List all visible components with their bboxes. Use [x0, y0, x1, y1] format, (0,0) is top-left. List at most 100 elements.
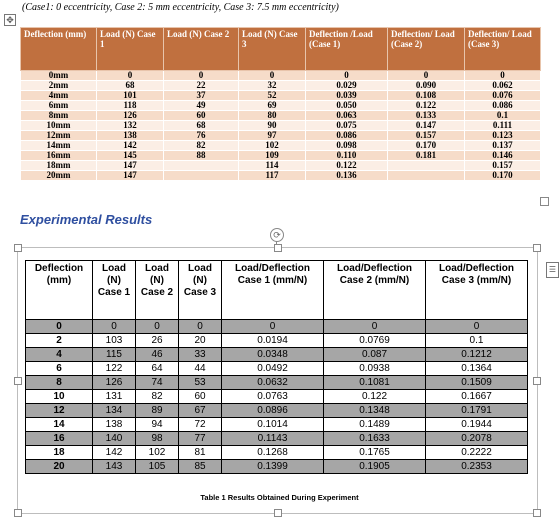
- table-row: 20 143 105 85 0.1399 0.1905 0.2353: [25, 459, 528, 474]
- table-cell: 0.136: [305, 170, 388, 181]
- table-row: 0mm 0 0 0 0 0 0: [20, 70, 541, 81]
- table-cell: 0: [96, 70, 164, 81]
- table-cell: 0.122: [305, 160, 388, 171]
- table-cell: [163, 170, 239, 181]
- table-row: 14 138 94 72 0.1014 0.1489 0.1944: [25, 417, 528, 432]
- table-cell: 103: [92, 333, 136, 348]
- table-row: 8mm 126 60 80 0.063 0.133 0.1: [20, 110, 541, 121]
- table-1-resize-handle[interactable]: [540, 197, 549, 206]
- table-cell: 0.0194: [221, 333, 324, 348]
- resize-handle-top-center[interactable]: [274, 244, 282, 252]
- column-header: Load/Deflection Case 2 (mm/N): [323, 260, 426, 320]
- table-cell: 12: [25, 403, 93, 418]
- results-table-1-container: Deflection (mm) Load (N) Case 1 Load (N) C…: [20, 27, 541, 181]
- table-row: 18mm 147 114 0.122 0.157: [20, 160, 541, 171]
- resize-handle-top-right[interactable]: [533, 244, 541, 252]
- table-cell: 0.1633: [323, 431, 426, 446]
- top-caption: (Case1: 0 eccentricity, Case 2: 5 mm ecc…: [22, 2, 339, 13]
- table-row: 16mm 145 88 109 0.110 0.181 0.146: [20, 150, 541, 161]
- table-caption: Table 1 Results Obtained During Experime…: [200, 493, 359, 502]
- table-cell: 102: [135, 445, 179, 460]
- table-row: 12mm 138 76 97 0.086 0.157 0.123: [20, 130, 541, 141]
- table-cell: 0.1905: [323, 459, 426, 474]
- table-cell: 0.0348: [221, 347, 324, 362]
- table-cell: 0.1364: [425, 361, 528, 376]
- table-cell: 0.122: [323, 389, 426, 404]
- table-cell: 115: [92, 347, 136, 362]
- table-cell: 0.147: [387, 120, 465, 131]
- table-cell: 0.108: [387, 90, 465, 101]
- results-table-1: Deflection (mm) Load (N) Case 1 Load (N) C…: [20, 27, 541, 181]
- column-header: Deflection/ Load (Case 2): [387, 27, 465, 71]
- table-cell: 0.1765: [323, 445, 426, 460]
- table-cell: 52: [238, 90, 306, 101]
- table-cell: 0: [221, 319, 324, 334]
- move-handle-icon[interactable]: ✥: [4, 14, 16, 26]
- resize-handle-top-left[interactable]: [14, 244, 22, 252]
- table-cell: 140: [92, 431, 136, 446]
- table-cell: 0.2353: [425, 459, 528, 474]
- table-cell: 0.137: [464, 140, 541, 151]
- table-cell: 0.0763: [221, 389, 324, 404]
- table-cell: 0.181: [387, 150, 465, 161]
- table-cell: [387, 170, 465, 181]
- column-header: Load (N) Case 2: [163, 27, 239, 71]
- table-cell: 94: [135, 417, 179, 432]
- table-row: 18 142 102 81 0.1268 0.1765 0.2222: [25, 445, 528, 460]
- table-cell: 0: [178, 319, 222, 334]
- table-cell: 10: [25, 389, 93, 404]
- column-header: Load (N) Case 3: [178, 260, 222, 320]
- table-cell: 68: [96, 80, 164, 91]
- table-cell: 67: [178, 403, 222, 418]
- table-cell: 0.086: [464, 100, 541, 111]
- column-header: Deflection/ Load (Case 3): [464, 27, 541, 71]
- table-cell: 0.0938: [323, 361, 426, 376]
- table-cell: 0.1348: [323, 403, 426, 418]
- resize-handle-bottom-center[interactable]: [274, 509, 282, 517]
- table-cell: 0.1: [464, 110, 541, 121]
- table-cell: 64: [135, 361, 179, 376]
- table-cell: 0.087: [323, 347, 426, 362]
- table-cell: 16: [25, 431, 93, 446]
- table-row: 20mm 147 117 0.136 0.170: [20, 170, 541, 181]
- table-cell: 126: [96, 110, 164, 121]
- column-header: Load (N) Case 3: [238, 27, 306, 71]
- table-cell: 82: [135, 389, 179, 404]
- resize-handle-middle-right[interactable]: [533, 377, 541, 385]
- table-cell: 14: [25, 417, 93, 432]
- table-cell: 0.1: [425, 333, 528, 348]
- table-cell: 53: [178, 375, 222, 390]
- rotate-handle-icon[interactable]: ⟳: [270, 228, 284, 242]
- table-2-body: 0 0 0 0 0 0 0 2 103 26 20 0.0194 0.0769 0.1 4 115 46 33 0.…: [25, 319, 528, 474]
- resize-handle-bottom-left[interactable]: [14, 509, 22, 517]
- table-cell: 90: [238, 120, 306, 131]
- table-cell: 114: [238, 160, 306, 171]
- table-cell: 14mm: [20, 140, 97, 151]
- table-cell: 147: [96, 160, 164, 171]
- table-cell: 0.075: [305, 120, 388, 131]
- layout-options-icon[interactable]: ☰: [546, 262, 559, 278]
- table-cell: 18mm: [20, 160, 97, 171]
- table-row: 8 126 74 53 0.0632 0.1081 0.1509: [25, 375, 528, 390]
- table-cell: 20: [25, 459, 93, 474]
- table-cell: 85: [178, 459, 222, 474]
- table-row: 10 131 82 60 0.0763 0.122 0.1667: [25, 389, 528, 404]
- table-cell: 101: [96, 90, 164, 101]
- table-cell: 2mm: [20, 80, 97, 91]
- table-cell: 0.0896: [221, 403, 324, 418]
- resize-handle-middle-left[interactable]: [14, 377, 22, 385]
- table-1-body: 0mm 0 0 0 0 0 0 2mm 68 22 32 0.029 0.090 0.062 4mm 101 3…: [20, 70, 541, 181]
- table-cell: 142: [96, 140, 164, 151]
- table-cell: 126: [92, 375, 136, 390]
- table-cell: 0.039: [305, 90, 388, 101]
- table-cell: 0.086: [305, 130, 388, 141]
- table-cell: 10mm: [20, 120, 97, 131]
- resize-handle-bottom-right[interactable]: [533, 509, 541, 517]
- table-row: 2mm 68 22 32 0.029 0.090 0.062: [20, 80, 541, 91]
- column-header: Deflection (mm): [20, 27, 97, 71]
- table-cell: 0.110: [305, 150, 388, 161]
- table-cell: 98: [135, 431, 179, 446]
- table-cell: 76: [163, 130, 239, 141]
- table-cell: 0.029: [305, 80, 388, 91]
